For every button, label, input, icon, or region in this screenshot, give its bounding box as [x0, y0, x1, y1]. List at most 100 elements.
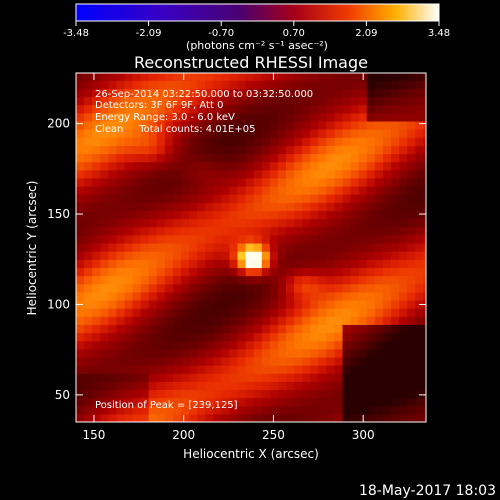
heatmap-cell	[172, 405, 182, 415]
heatmap-cell	[221, 153, 231, 163]
heatmap-cell	[415, 234, 424, 244]
heatmap-cell	[334, 275, 344, 285]
heatmap-cell	[366, 356, 376, 366]
heatmap-cell	[302, 112, 311, 122]
heatmap-cell	[237, 202, 247, 212]
heatmap-cell	[415, 104, 424, 114]
heatmap-cell	[415, 397, 424, 407]
heatmap-cell	[213, 316, 222, 325]
heatmap-cell	[423, 194, 426, 203]
heatmap-cell	[156, 275, 166, 285]
heatmap-cell	[326, 202, 336, 212]
heatmap-cell	[326, 161, 336, 171]
heatmap-cell	[382, 218, 392, 228]
heatmap-cell	[132, 308, 142, 317]
heatmap-cell	[100, 177, 109, 187]
heatmap-cell	[302, 373, 311, 382]
heatmap-cell	[237, 186, 247, 195]
heatmap-cell	[245, 397, 255, 407]
heatmap-cell	[366, 88, 376, 98]
heatmap-cell	[334, 373, 344, 382]
heatmap-cell	[358, 194, 368, 203]
heatmap-cell	[366, 267, 376, 277]
heatmap-cell	[172, 112, 182, 122]
heatmap-cell	[423, 153, 426, 163]
heatmap-cell	[286, 88, 295, 98]
heatmap-cell	[156, 405, 166, 415]
heatmap-cell	[213, 356, 222, 366]
heatmap-cell	[294, 308, 303, 317]
heatmap-cell	[132, 332, 142, 342]
heatmap-cell	[148, 413, 158, 422]
heatmap-cell	[277, 340, 287, 350]
heatmap-cell	[358, 234, 368, 244]
heatmap-cell	[366, 397, 376, 407]
heatmap-cell	[286, 120, 295, 130]
heatmap-cell	[302, 316, 311, 325]
y-tick-label: 50	[55, 388, 70, 402]
heatmap-cell	[302, 413, 311, 422]
heatmap-cell	[245, 299, 255, 309]
heatmap-cell	[342, 202, 352, 212]
heatmap-cell	[197, 291, 206, 301]
heatmap-cell	[205, 259, 214, 268]
heatmap-cell	[310, 308, 319, 317]
heatmap-cell	[342, 381, 352, 391]
heatmap-cell	[391, 73, 400, 81]
heatmap-cell	[92, 308, 101, 317]
heatmap-cell	[124, 259, 134, 268]
heatmap-cell	[294, 242, 303, 252]
heatmap-cell	[140, 120, 150, 130]
heatmap-cell	[399, 413, 408, 422]
colorbar-unit-label: (photons cm⁻² s⁻¹ asec⁻²)	[186, 39, 328, 52]
heatmap-cell	[310, 88, 319, 98]
heatmap-cell	[148, 324, 158, 334]
heatmap-cell	[261, 397, 271, 407]
y-axis-label: Heliocentric Y (arcsec)	[25, 181, 39, 316]
heatmap-cell	[415, 389, 424, 399]
heatmap-cell	[164, 104, 174, 114]
heatmap-cell	[108, 210, 117, 220]
heatmap-cell	[382, 96, 392, 106]
heatmap-cell	[229, 234, 239, 244]
heatmap-cell	[407, 80, 416, 89]
heatmap-cell	[334, 308, 344, 317]
heatmap-cell	[382, 332, 392, 342]
heatmap-cell	[189, 210, 198, 220]
heatmap-cell	[277, 169, 287, 179]
heatmap-cell	[116, 389, 126, 399]
heatmap-cell	[181, 332, 190, 342]
heatmap-cell	[399, 186, 408, 195]
heatmap-cell	[116, 267, 126, 277]
heatmap-cell	[172, 194, 182, 203]
heatmap-cell	[374, 389, 384, 399]
heatmap-cell	[358, 161, 368, 171]
heatmap-cell	[116, 275, 126, 285]
heatmap-cell	[189, 226, 198, 236]
heatmap-cell	[294, 177, 303, 187]
heatmap-cell	[253, 186, 263, 195]
heatmap-cell	[269, 275, 279, 285]
heatmap-cell	[399, 218, 408, 228]
heatmap-cell	[261, 389, 271, 399]
heatmap-cell	[76, 291, 85, 301]
heatmap-cell	[237, 324, 247, 334]
heatmap-cell	[269, 365, 279, 374]
heatmap-cell	[382, 340, 392, 350]
heatmap-cell	[294, 413, 303, 422]
heatmap-cell	[181, 413, 190, 422]
heatmap-cell	[124, 210, 134, 220]
heatmap-cell	[261, 405, 271, 415]
heatmap-cell	[326, 112, 336, 122]
heatmap-cell	[140, 210, 150, 220]
heatmap-cell	[237, 348, 247, 358]
heatmap-cell	[310, 332, 319, 342]
heatmap-cell	[415, 381, 424, 391]
heatmap-cell	[172, 161, 182, 171]
heatmap-cell	[76, 137, 85, 146]
heatmap-cell	[124, 267, 134, 277]
heatmap-cell	[164, 210, 174, 220]
heatmap-cell	[366, 365, 376, 374]
heatmap-cell	[253, 332, 263, 342]
heatmap-cell	[229, 348, 239, 358]
